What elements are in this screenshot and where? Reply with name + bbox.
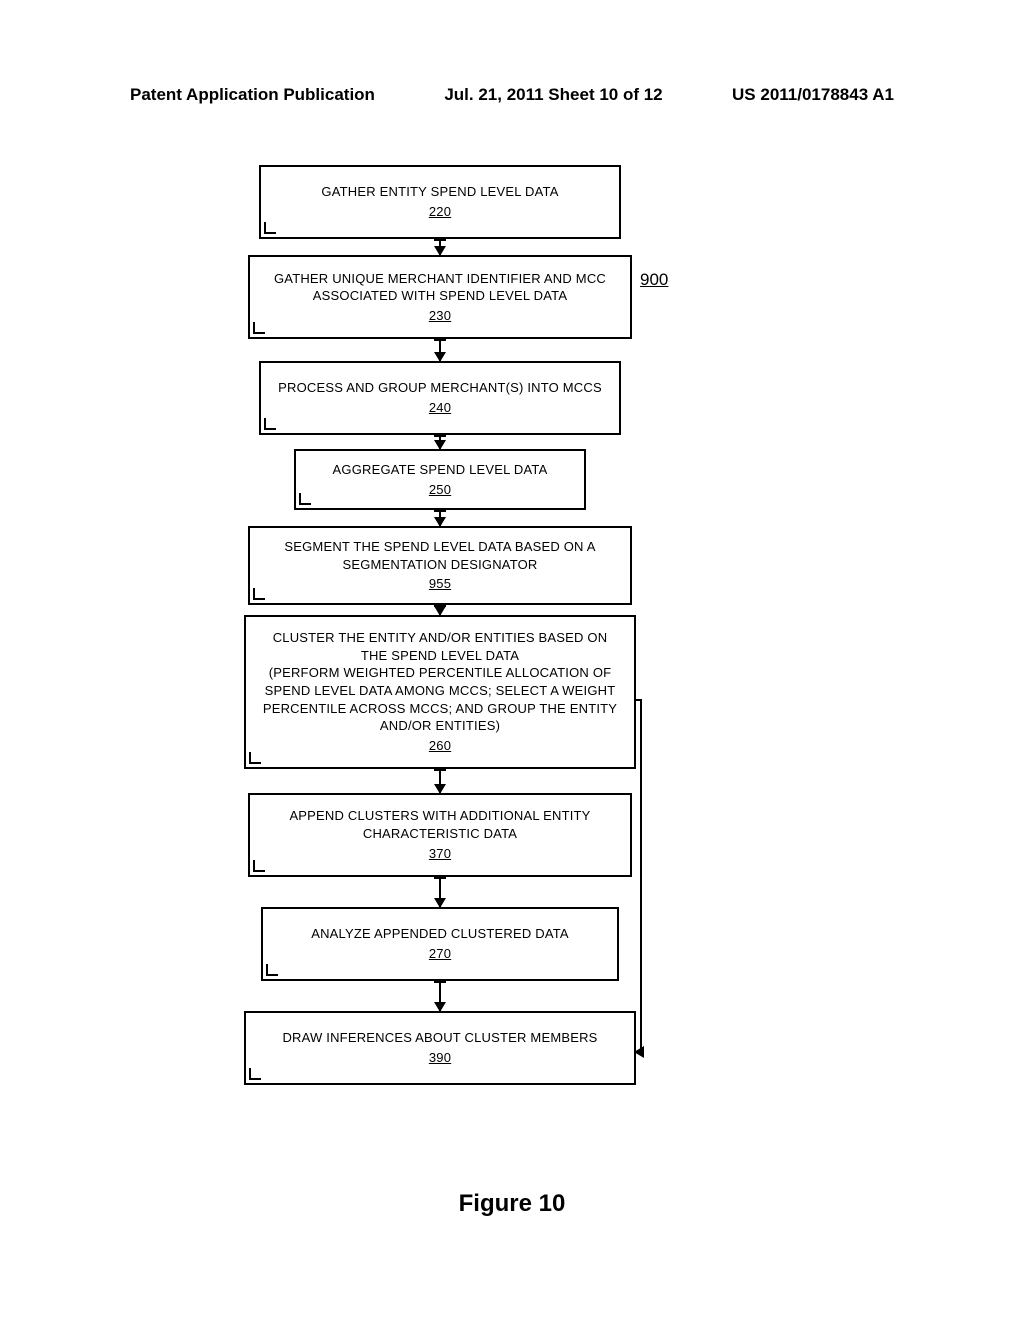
flow-node-ref: 240 xyxy=(275,399,605,417)
flow-node-ref: 250 xyxy=(310,481,570,499)
flow-node-text: PROCESS AND GROUP MERCHANT(S) INTO MCCS xyxy=(275,379,605,397)
flow-node-230: GATHER UNIQUE MERCHANT IDENTIFIER AND MC… xyxy=(248,255,632,339)
header-right: US 2011/0178843 A1 xyxy=(732,85,894,105)
flow-node-ref: 955 xyxy=(264,575,616,593)
flow-node-270: ANALYZE APPENDED CLUSTERED DATA 270 xyxy=(261,907,619,981)
figure-number: 900 xyxy=(640,270,668,290)
flow-arrow xyxy=(439,605,441,615)
flow-node-220: GATHER ENTITY SPEND LEVEL DATA 220 xyxy=(259,165,621,239)
flow-node-240: PROCESS AND GROUP MERCHANT(S) INTO MCCS 2… xyxy=(259,361,621,435)
flow-node-text: GATHER ENTITY SPEND LEVEL DATA xyxy=(275,183,605,201)
figure-caption: Figure 10 xyxy=(0,1190,1024,1218)
flow-node-text: SEGMENT THE SPEND LEVEL DATA BASED ON A … xyxy=(264,538,616,573)
flow-node-955: SEGMENT THE SPEND LEVEL DATA BASED ON A … xyxy=(248,526,632,605)
flow-node-ref: 390 xyxy=(260,1049,620,1067)
flow-node-text: GATHER UNIQUE MERCHANT IDENTIFIER AND MC… xyxy=(264,270,616,305)
flow-arrow xyxy=(439,435,441,449)
flow-node-ref: 370 xyxy=(264,845,616,863)
flow-node-260: CLUSTER THE ENTITY AND/OR ENTITIES BASED… xyxy=(244,615,636,769)
flow-arrow xyxy=(439,510,441,526)
flow-node-250: AGGREGATE SPEND LEVEL DATA 250 xyxy=(294,449,586,510)
flow-node-text: AGGREGATE SPEND LEVEL DATA xyxy=(310,461,570,479)
header-center: Jul. 21, 2011 Sheet 10 of 12 xyxy=(444,85,662,105)
flow-node-ref: 230 xyxy=(264,307,616,325)
flow-node-text: DRAW INFERENCES ABOUT CLUSTER MEMBERS xyxy=(260,1029,620,1047)
flow-node-ref: 270 xyxy=(277,945,603,963)
flow-arrow xyxy=(439,769,441,793)
flow-node-390: DRAW INFERENCES ABOUT CLUSTER MEMBERS 390 xyxy=(244,1011,636,1085)
flow-arrow xyxy=(439,981,441,1011)
page-header: Patent Application Publication Jul. 21, … xyxy=(0,85,1024,105)
flow-arrow xyxy=(439,877,441,907)
flow-node-text: CLUSTER THE ENTITY AND/OR ENTITIES BASED… xyxy=(260,629,620,734)
flow-node-ref: 260 xyxy=(260,737,620,755)
header-left: Patent Application Publication xyxy=(130,85,375,105)
flow-node-text: APPEND CLUSTERS WITH ADDITIONAL ENTITY C… xyxy=(264,807,616,842)
flow-arrow xyxy=(439,239,441,255)
feedback-arrowhead-icon xyxy=(634,1046,644,1058)
feedback-edge-seg xyxy=(640,699,642,1051)
flow-node-text: ANALYZE APPENDED CLUSTERED DATA xyxy=(277,925,603,943)
flow-node-ref: 220 xyxy=(275,203,605,221)
flowchart: GATHER ENTITY SPEND LEVEL DATA220GATHER … xyxy=(240,165,640,1085)
flow-arrow xyxy=(439,339,441,361)
flow-node-370: APPEND CLUSTERS WITH ADDITIONAL ENTITY C… xyxy=(248,793,632,877)
page-root: Patent Application Publication Jul. 21, … xyxy=(0,0,1024,1320)
